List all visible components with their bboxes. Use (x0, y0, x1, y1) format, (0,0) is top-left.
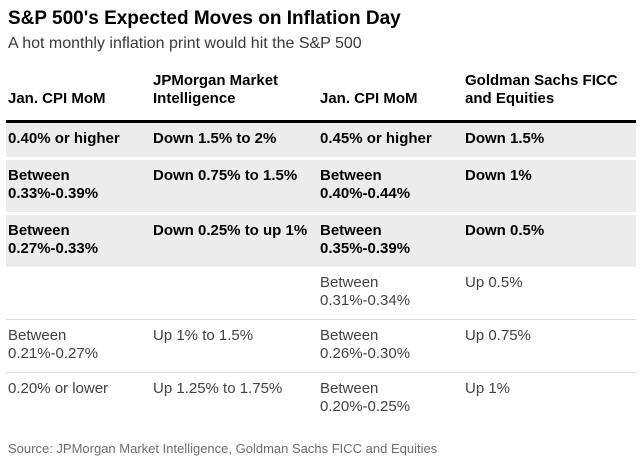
table-row: Between 0.27%-0.33% Down 0.25% to up 1% … (6, 213, 636, 267)
cell-cpi-range (6, 267, 153, 320)
table-row: 0.20% or lower Up 1.25% to 1.75% Between… (6, 373, 636, 426)
cell-jpm-move: Down 0.25% to up 1% (153, 213, 320, 267)
cell-gs-move: Up 0.75% (465, 327, 531, 344)
cell-jpm-move: Up 1.25% to 1.75% (153, 380, 283, 397)
source-attribution: Source: JPMorgan Market Intelligence, Go… (8, 441, 438, 456)
cell-gs-cpi-range: Between 0.35%-0.39% (320, 213, 465, 267)
column-header-jpmorgan: JPMorgan Market Intelligence (153, 72, 279, 107)
table-row: Between 0.21%-0.27% Up 1% to 1.5% Betwee… (6, 320, 636, 373)
cell-jpm-move (153, 267, 320, 320)
cell-gs-move: Up 0.5% (465, 274, 523, 291)
page-title: S&P 500's Expected Moves on Inflation Da… (8, 8, 401, 29)
cell-gs-cpi-range: Between 0.31%-0.34% (320, 274, 411, 309)
header-row: Jan. CPI MoM JPMorgan Market Intelligenc… (6, 72, 636, 122)
table-row: Between 0.31%-0.34% Up 0.5% (6, 267, 636, 320)
page-subtitle: A hot monthly inflation print would hit … (8, 35, 362, 52)
column-header-cpi-gs: Jan. CPI MoM (320, 90, 418, 107)
cell-cpi-range: 0.20% or lower (8, 380, 109, 397)
cell-cpi-range: Between 0.21%-0.27% (8, 327, 99, 362)
column-header-goldman: Goldman Sachs FICC and Equities (465, 72, 618, 107)
cell-gs-move: Up 1% (465, 380, 511, 397)
cell-gs-cpi-range: Between 0.40%-0.44% (320, 158, 465, 214)
cell-gs-cpi-range: 0.45% or higher (320, 121, 465, 159)
table-header: Jan. CPI MoM JPMorgan Market Intelligenc… (6, 72, 636, 122)
cell-jpm-move: Down 1.5% to 2% (153, 121, 320, 159)
cell-gs-move: Down 1% (465, 158, 636, 214)
cell-gs-move: Down 0.5% (465, 213, 636, 267)
cell-cpi-range: 0.40% or higher (6, 121, 153, 159)
table-body: 0.40% or higher Down 1.5% to 2% 0.45% or… (6, 121, 636, 426)
cell-cpi-range: Between 0.33%-0.39% (6, 158, 153, 214)
table-row: Between 0.33%-0.39% Down 0.75% to 1.5% B… (6, 158, 636, 214)
table-row: 0.40% or higher Down 1.5% to 2% 0.45% or… (6, 121, 636, 159)
cell-gs-cpi-range: Between 0.20%-0.25% (320, 380, 411, 415)
cell-jpm-move: Up 1% to 1.5% (153, 327, 254, 344)
cell-gs-move: Down 1.5% (465, 121, 636, 159)
cell-jpm-move: Down 0.75% to 1.5% (153, 158, 320, 214)
cell-gs-cpi-range: Between 0.26%-0.30% (320, 327, 411, 362)
cell-cpi-range: Between 0.27%-0.33% (6, 213, 153, 267)
expected-moves-table: Jan. CPI MoM JPMorgan Market Intelligenc… (6, 72, 636, 425)
column-header-cpi-jpm: Jan. CPI MoM (8, 90, 106, 107)
